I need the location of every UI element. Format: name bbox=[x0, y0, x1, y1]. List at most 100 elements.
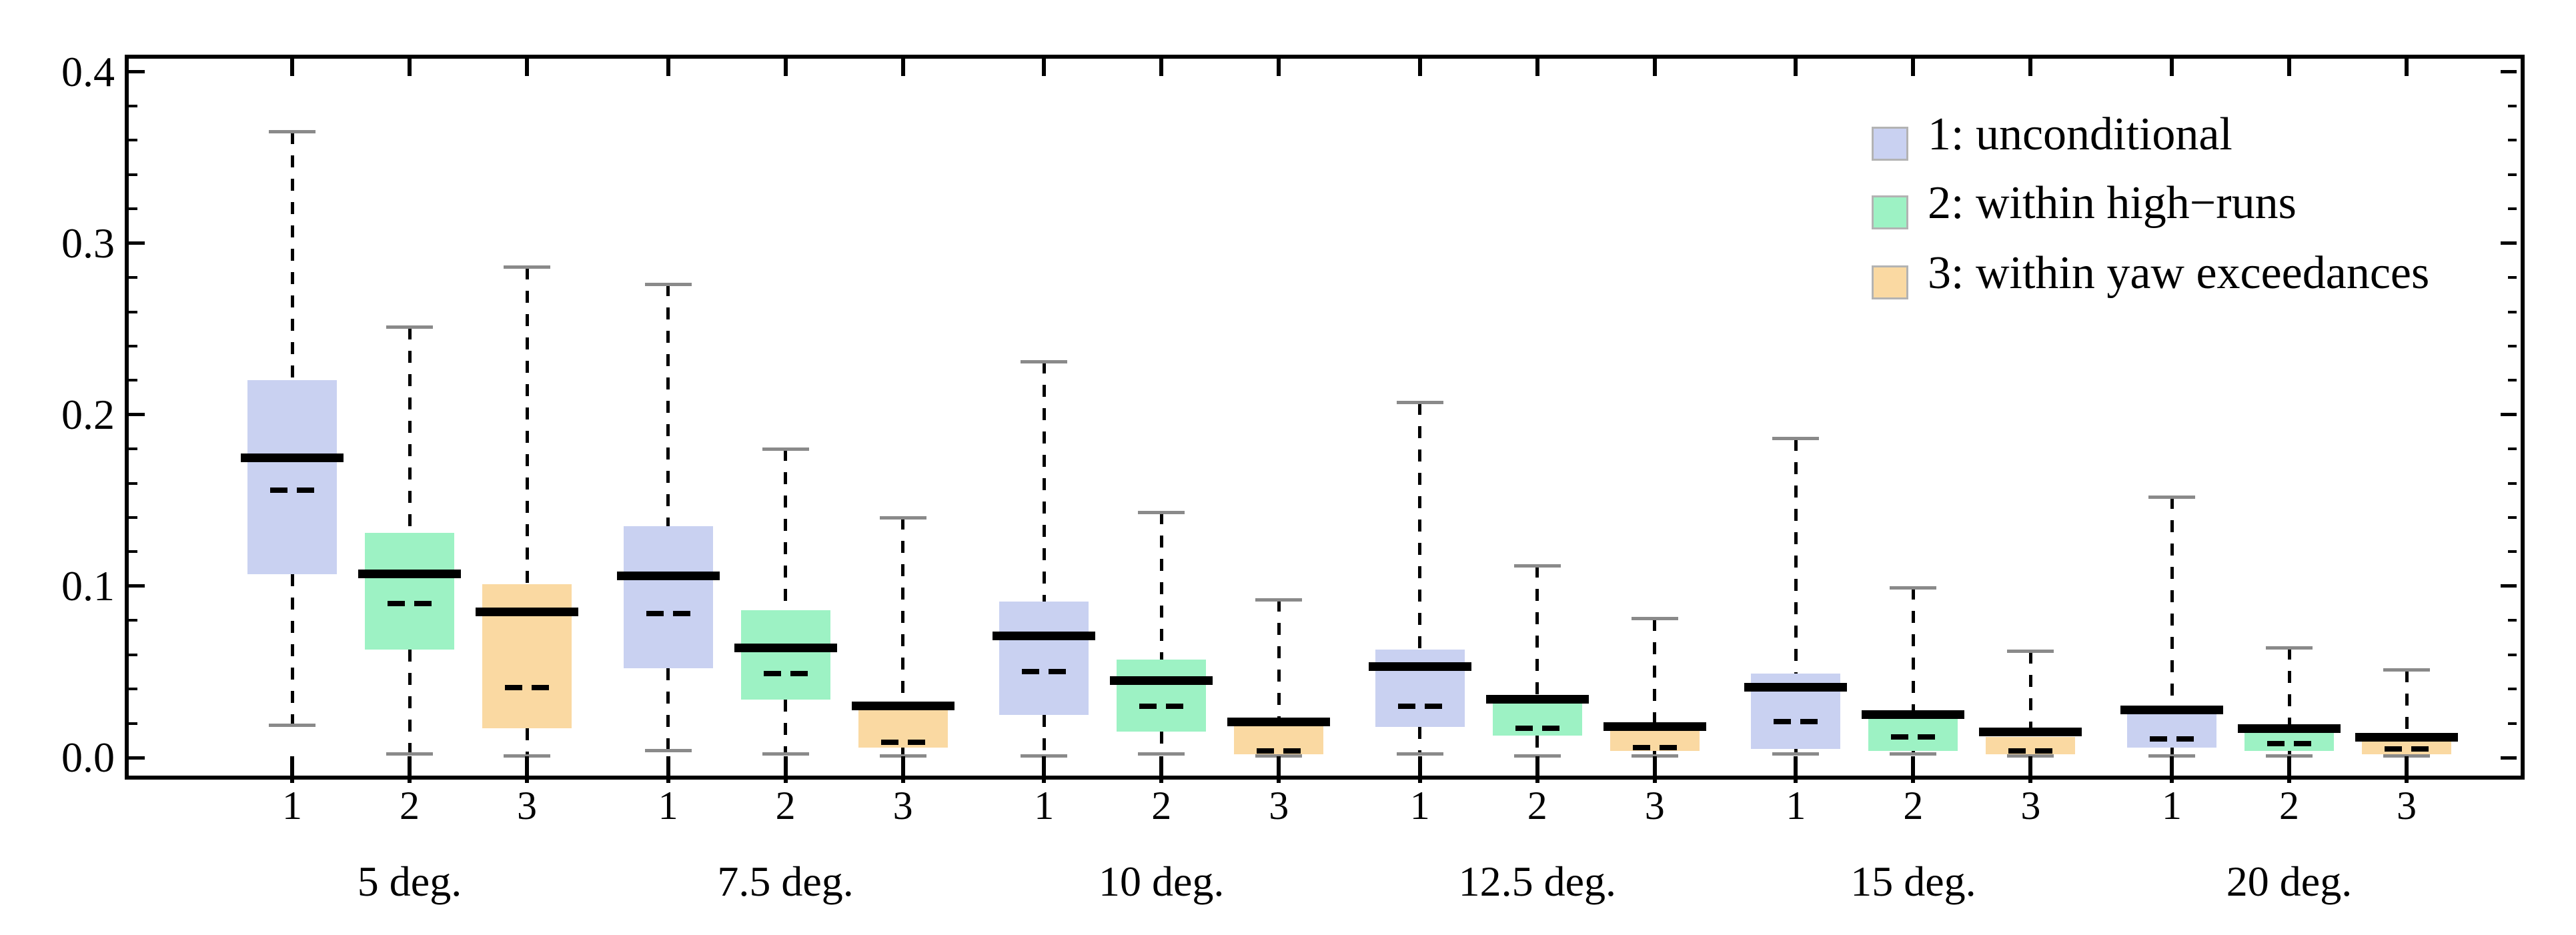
x-tick-bottom bbox=[1535, 756, 1539, 783]
x-tick-top bbox=[2170, 59, 2174, 76]
y-minor-tick-left bbox=[129, 105, 137, 108]
x-tick-top bbox=[1911, 59, 1916, 76]
box bbox=[247, 380, 337, 574]
mean-dashes bbox=[1139, 703, 1184, 709]
whisker-cap-bottom bbox=[1631, 754, 1678, 758]
mean-dashes bbox=[2008, 748, 2053, 754]
x-tick-bottom bbox=[1277, 756, 1281, 783]
x-tick-top bbox=[666, 59, 670, 76]
median-line bbox=[476, 607, 578, 616]
mean-dashes bbox=[880, 739, 925, 745]
whisker-lower bbox=[784, 699, 788, 754]
box bbox=[482, 584, 572, 729]
y-major-tick-left bbox=[129, 413, 145, 417]
whisker-upper bbox=[2028, 651, 2032, 738]
whisker-cap-top bbox=[1138, 510, 1185, 514]
box-number-label: 1 bbox=[658, 784, 678, 828]
y-minor-tick-left bbox=[129, 550, 137, 554]
mean-dashes bbox=[763, 671, 808, 677]
y-minor-tick-right bbox=[2508, 653, 2517, 656]
y-minor-tick-left bbox=[129, 722, 137, 725]
x-tick-top bbox=[525, 59, 529, 76]
x-tick-top bbox=[2405, 59, 2409, 76]
whisker-lower bbox=[1159, 732, 1163, 754]
whisker-cap-top bbox=[644, 282, 692, 286]
whisker-lower bbox=[1042, 714, 1046, 756]
whisker-lower bbox=[525, 728, 529, 756]
group-label: 5 deg. bbox=[357, 858, 462, 905]
x-tick-bottom bbox=[2170, 756, 2174, 783]
mean-dashes bbox=[1022, 669, 1067, 675]
whisker-upper bbox=[1042, 361, 1046, 602]
box bbox=[2127, 711, 2216, 748]
y-minor-tick-left bbox=[129, 379, 137, 382]
whisker-lower bbox=[1535, 735, 1539, 756]
whisker-upper bbox=[525, 267, 529, 585]
whisker-lower bbox=[290, 574, 294, 726]
whisker-cap-bottom bbox=[2383, 754, 2430, 758]
x-tick-bottom bbox=[1159, 756, 1164, 783]
x-tick-top bbox=[408, 59, 412, 76]
x-tick-bottom bbox=[1652, 756, 1657, 783]
group-label: 10 deg. bbox=[1098, 858, 1225, 905]
whisker-lower bbox=[2287, 750, 2291, 756]
median-line bbox=[616, 571, 720, 580]
mean-dashes bbox=[1891, 734, 1936, 740]
median-line bbox=[1227, 717, 1331, 726]
whisker-cap-bottom bbox=[1396, 752, 1443, 756]
whisker-cap-top bbox=[504, 265, 550, 269]
x-tick-top bbox=[1277, 59, 1281, 76]
y-minor-tick-right bbox=[2508, 276, 2517, 279]
y-minor-tick-right bbox=[2508, 516, 2517, 520]
whisker-cap-top bbox=[2266, 646, 2313, 650]
x-tick-top bbox=[290, 59, 294, 76]
y-major-tick-right bbox=[2501, 241, 2517, 245]
y-minor-tick-right bbox=[2508, 722, 2517, 725]
whisker-upper bbox=[290, 131, 294, 381]
whisker-cap-top bbox=[1513, 564, 1561, 568]
x-tick-bottom bbox=[1794, 756, 1798, 783]
x-tick-top bbox=[1159, 59, 1164, 76]
mean-dashes bbox=[2267, 741, 2311, 747]
y-minor-tick-right bbox=[2508, 173, 2517, 176]
median-line bbox=[1485, 695, 1589, 704]
x-tick-bottom bbox=[783, 756, 788, 783]
whisker-lower bbox=[1911, 750, 1915, 754]
median-line bbox=[734, 643, 837, 652]
median-line bbox=[241, 453, 344, 462]
y-minor-tick-left bbox=[129, 139, 137, 142]
mean-dashes bbox=[2385, 746, 2429, 752]
x-tick-bottom bbox=[525, 756, 529, 783]
median-line bbox=[358, 570, 461, 579]
y-minor-tick-right bbox=[2508, 207, 2517, 211]
whisker-upper bbox=[1911, 588, 1915, 718]
whisker-lower bbox=[1418, 726, 1422, 754]
whisker-lower bbox=[901, 747, 905, 756]
x-tick-bottom bbox=[1042, 756, 1047, 783]
y-major-tick-left bbox=[129, 756, 145, 760]
y-minor-tick-right bbox=[2508, 139, 2517, 142]
whisker-cap-top bbox=[1890, 586, 1937, 590]
whisker-cap-bottom bbox=[1772, 752, 1820, 756]
mean-dashes bbox=[1397, 703, 1442, 709]
y-minor-tick-left bbox=[129, 207, 137, 211]
mean-dashes bbox=[388, 600, 432, 606]
y-major-tick-left bbox=[129, 241, 145, 245]
x-tick-top bbox=[2028, 59, 2033, 76]
whisker-cap-bottom bbox=[504, 754, 550, 758]
x-tick-top bbox=[1535, 59, 1539, 76]
y-minor-tick-right bbox=[2508, 344, 2517, 347]
whisker-cap-top bbox=[879, 516, 926, 520]
median-line bbox=[1110, 676, 1213, 685]
legend-swatch bbox=[1872, 195, 1908, 229]
box-number-label: 3 bbox=[1644, 784, 1665, 828]
box-number-label: 2 bbox=[1151, 784, 1172, 828]
whisker-cap-top bbox=[386, 325, 433, 329]
mean-dashes bbox=[1515, 726, 1559, 732]
x-tick-top bbox=[2287, 59, 2291, 76]
y-minor-tick-left bbox=[129, 619, 137, 622]
legend-label: 1: unconditional bbox=[1928, 108, 2232, 160]
mean-dashes bbox=[1257, 748, 1301, 754]
